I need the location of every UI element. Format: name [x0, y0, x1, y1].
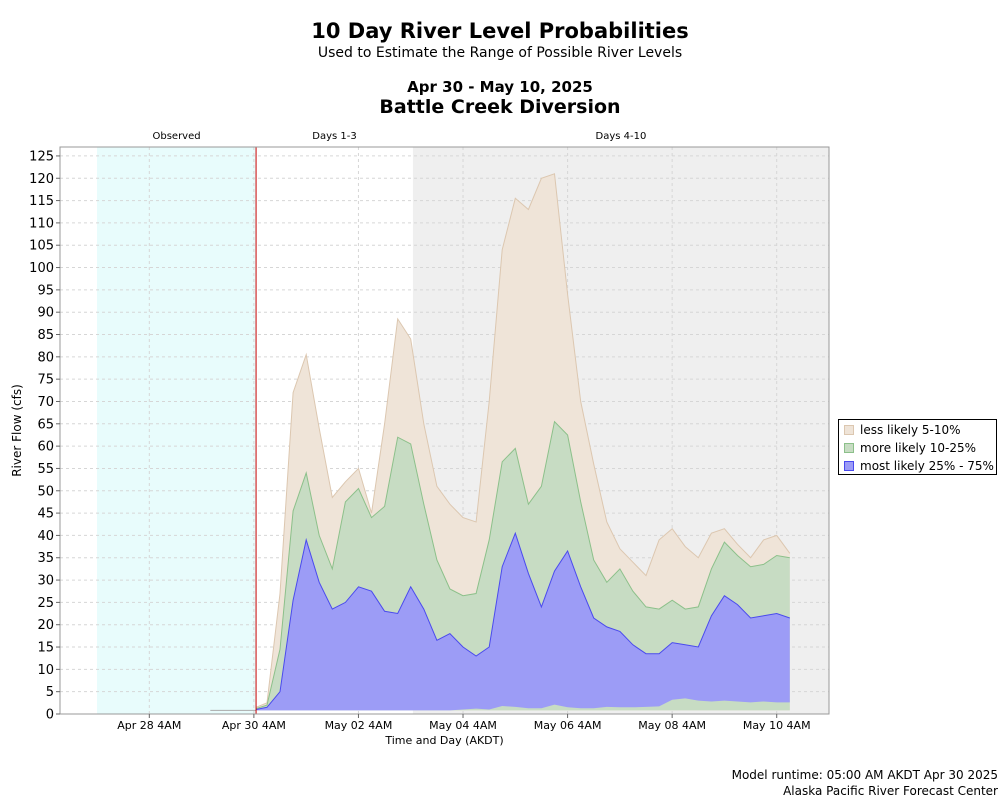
y-tick-label: 125: [29, 149, 54, 164]
y-tick-label: 80: [37, 350, 54, 365]
y-tick-label: 25: [37, 596, 54, 611]
less-likely-swatch: [844, 425, 854, 435]
x-tick-label: May 08 4AM: [638, 719, 706, 732]
legend-item-more-likely: more likely 10-25%: [844, 440, 976, 456]
y-tick-label: 85: [37, 328, 54, 343]
y-tick-label: 110: [29, 216, 54, 231]
less-likely-line: [255, 173, 791, 708]
y-tick-label: 50: [37, 484, 54, 499]
legend-label-less-likely: less likely 5-10%: [860, 423, 961, 437]
y-tick-label: 100: [29, 261, 54, 276]
legend-label-more-likely: more likely 10-25%: [860, 441, 976, 455]
x-axis-title: Time and Day (AKDT): [384, 734, 503, 747]
y-tick-label: 70: [37, 395, 54, 410]
y-tick-label: 120: [29, 172, 54, 187]
date-range: Apr 30 - May 10, 2025: [407, 78, 593, 96]
forecast-center: Alaska Pacific River Forecast Center: [783, 784, 998, 798]
y-tick-label: 105: [29, 239, 54, 254]
y-tick-label: 15: [37, 641, 54, 656]
region-label-days-4-10: Days 4-10: [596, 131, 647, 142]
y-tick-label: 115: [29, 194, 54, 209]
chart-legend: less likely 5-10% more likely 10-25% mos…: [838, 419, 997, 475]
x-tick-label: May 04 4AM: [429, 719, 497, 732]
station-name: Battle Creek Diversion: [379, 96, 621, 118]
y-tick-label: 55: [37, 462, 54, 477]
chart-subtitle: Used to Estimate the Range of Possible R…: [317, 45, 683, 61]
x-tick-label: May 10 4AM: [743, 719, 811, 732]
y-tick-label: 65: [37, 417, 54, 432]
most-likely-swatch: [844, 461, 854, 471]
y-axis-title: River Flow (cfs): [10, 384, 24, 477]
y-tick-label: 60: [37, 440, 54, 455]
chart-title: 10 Day River Level Probabilities: [311, 19, 689, 43]
legend-item-less-likely: less likely 5-10%: [844, 422, 961, 438]
y-tick-label: 45: [37, 507, 54, 522]
y-tick-label: 95: [37, 283, 54, 298]
x-tick-label: Apr 30 4AM: [222, 719, 286, 732]
more-likely-line: [255, 420, 790, 710]
legend-label-most-likely: most likely 25% - 75%: [860, 459, 994, 473]
y-tick-label: 30: [37, 574, 54, 589]
y-tick-label: 5: [46, 685, 54, 700]
y-tick-label: 35: [37, 551, 54, 566]
region-label-observed: Observed: [152, 131, 200, 142]
y-tick-label: 0: [46, 708, 54, 723]
y-tick-label: 20: [37, 618, 54, 633]
more-likely-swatch: [844, 443, 854, 453]
x-tick-label: May 02 4AM: [325, 719, 393, 732]
x-tick-label: May 06 4AM: [534, 719, 602, 732]
y-tick-label: 90: [37, 306, 54, 321]
plot-frame: [59, 146, 830, 715]
x-tick-label: Apr 28 4AM: [117, 719, 181, 732]
legend-item-most-likely: most likely 25% - 75%: [844, 458, 994, 474]
y-tick-label: 75: [37, 373, 54, 388]
observed-region: [97, 147, 257, 714]
most-likely-area: [256, 533, 790, 711]
y-tick-label: 40: [37, 529, 54, 544]
grid-lines: [60, 147, 829, 715]
y-tick-label: 10: [37, 663, 54, 678]
region-label-days-1-3: Days 1-3: [312, 131, 356, 142]
model-runtime: Model runtime: 05:00 AM AKDT Apr 30 2025: [731, 768, 998, 782]
most-likely-line: [256, 531, 790, 710]
